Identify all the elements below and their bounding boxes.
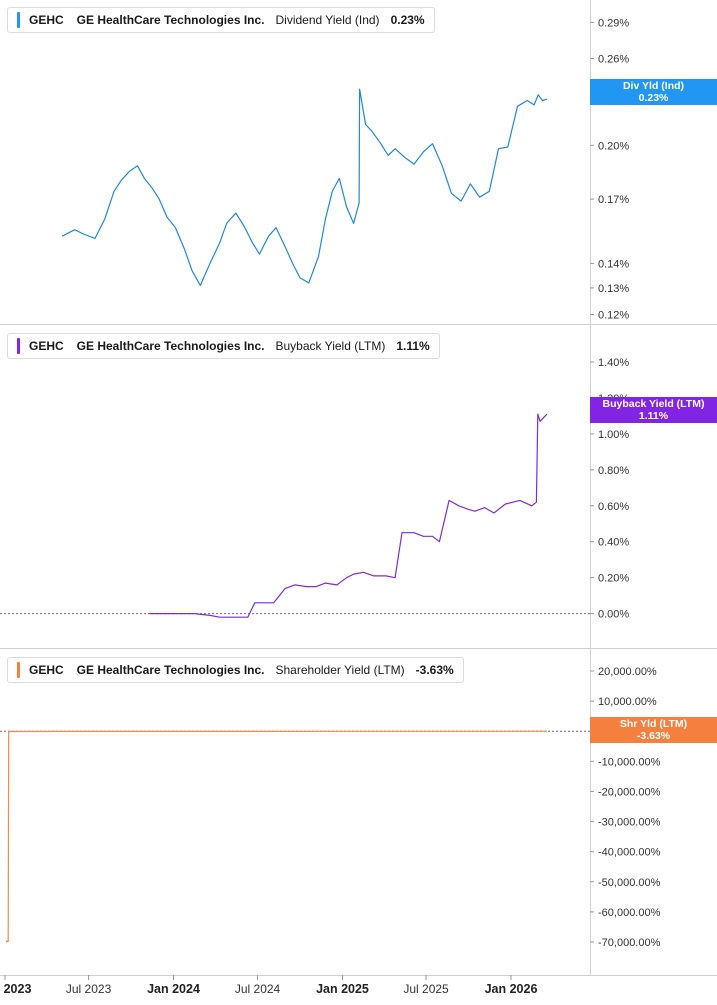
y-tick-label: 0.80%: [598, 465, 629, 477]
series-line-2: [5, 730, 548, 943]
legend-company: GE HealthCare Technologies Inc.: [76, 339, 265, 353]
y-tick-label: 0.00%: [598, 609, 629, 621]
y-tick-label: 0.14%: [598, 258, 629, 270]
y-tick-label: -10,000.00%: [598, 756, 661, 768]
buyback-yield-tag: Buyback Yield (LTM) 1.11%: [590, 397, 717, 423]
y-tick-label: 0.60%: [598, 501, 629, 513]
y-tick-label: 10,000.00%: [598, 696, 657, 708]
y-tick-label: -70,000.00%: [598, 937, 661, 949]
y-tick-label: 0.20%: [598, 140, 629, 152]
y-tick-label: -60,000.00%: [598, 907, 661, 919]
x-tick-label: Jan 2024: [147, 982, 200, 996]
tag-value: 1.11%: [638, 410, 669, 422]
y-tick-label: -40,000.00%: [598, 847, 661, 859]
series-line-0: [61, 88, 548, 286]
tag-label: Shr Yld (LTM): [619, 718, 688, 730]
y-tick-label: -30,000.00%: [598, 817, 661, 829]
legend-company: GE HealthCare Technologies Inc.: [76, 13, 265, 27]
legend-value: 1.11%: [396, 339, 430, 353]
shareholder-yield-tag: Shr Yld (LTM) -3.63%: [590, 717, 717, 743]
tag-label: Buyback Yield (LTM): [602, 398, 705, 410]
y-tick-label: 0.13%: [598, 283, 629, 295]
tag-value: -3.63%: [636, 730, 671, 742]
x-tick-label: Jan 2026: [485, 982, 538, 996]
legend-ticker: GEHC: [29, 339, 64, 353]
legend-ticker: GEHC: [29, 13, 64, 27]
y-tick-label: 20,000.00%: [598, 666, 657, 678]
x-tick-label: Jul 2024: [235, 982, 281, 996]
x-tick-label: Jul 2025: [403, 982, 449, 996]
tag-label: Div Yld (Ind): [622, 80, 685, 92]
legend-buyback-yield[interactable]: GEHC GE HealthCare Technologies Inc. Buy…: [7, 333, 440, 359]
y-tick-label: 1.40%: [598, 357, 629, 369]
buyback-series-swatch: [17, 338, 20, 354]
y-tick-label: 0.40%: [598, 537, 629, 549]
y-tick-label: 0.12%: [598, 309, 629, 321]
tag-value: 0.23%: [638, 92, 669, 104]
legend-shareholder-yield[interactable]: GEHC GE HealthCare Technologies Inc. Sha…: [7, 657, 464, 683]
legend-company: GE HealthCare Technologies Inc.: [76, 663, 265, 677]
x-tick-label: Jul 2023: [66, 982, 112, 996]
dividend-series-swatch: [17, 12, 20, 28]
series-line-1: [149, 413, 548, 618]
legend-value: -3.63%: [415, 663, 454, 677]
legend-ticker: GEHC: [29, 663, 64, 677]
y-tick-label: 0.29%: [598, 17, 629, 29]
y-tick-label: 0.20%: [598, 573, 629, 585]
legend-metric: Buyback Yield (LTM): [275, 339, 386, 353]
x-tick-label: Jan 2025: [316, 982, 369, 996]
dividend-yield-tag: Div Yld (Ind) 0.23%: [590, 79, 717, 105]
y-tick-label: -50,000.00%: [598, 877, 661, 889]
legend-metric: Dividend Yield (Ind): [275, 13, 380, 27]
y-tick-label: -20,000.00%: [598, 786, 661, 798]
x-tick-label: Jan 2023: [0, 982, 31, 996]
y-tick-label: 0.17%: [598, 194, 629, 206]
y-tick-label: 0.26%: [598, 53, 629, 65]
shareholder-series-swatch: [17, 662, 20, 678]
legend-metric: Shareholder Yield (LTM): [275, 663, 405, 677]
y-tick-label: 1.00%: [598, 429, 629, 441]
legend-value: 0.23%: [390, 13, 425, 27]
legend-dividend-yield[interactable]: GEHC GE HealthCare Technologies Inc. Div…: [7, 7, 435, 33]
